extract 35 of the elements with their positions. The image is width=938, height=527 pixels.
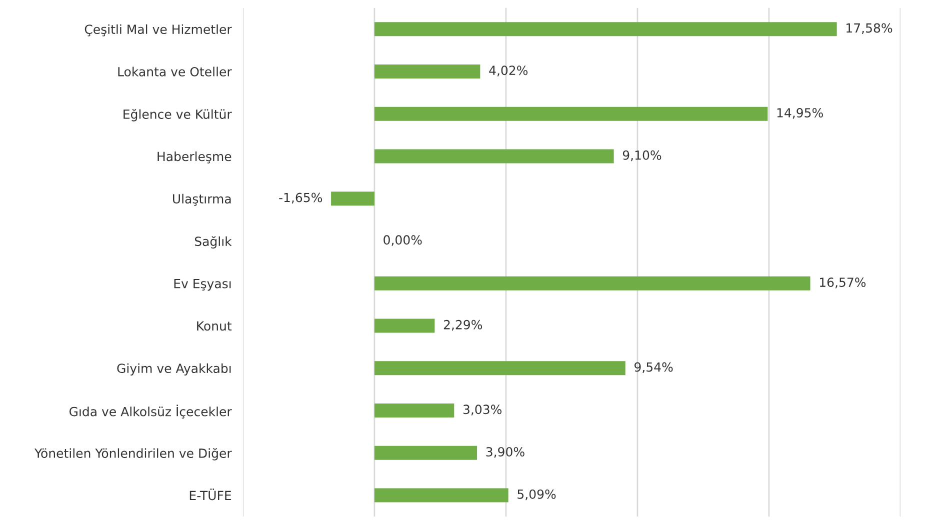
data-label: 4,02% — [489, 66, 528, 76]
data-label: 17,58% — [846, 23, 892, 34]
data-label: 5,09% — [518, 489, 556, 500]
bar — [374, 361, 626, 376]
data-label: 2,29% — [444, 320, 482, 331]
bar — [374, 149, 614, 164]
data-label: 14,95% — [777, 108, 823, 119]
data-label: 0,00% — [384, 235, 422, 246]
y-tick-label: Çeşitli Mal ve Hizmetler — [84, 24, 232, 36]
y-tick-label: E-TÜFE — [190, 488, 232, 500]
bar — [374, 106, 768, 121]
y-tick-label: Lokanta ve Oteller — [118, 66, 232, 76]
y-tick-label: Eğlence ve Kültür — [124, 108, 232, 122]
bar — [374, 318, 435, 333]
data-label: 16,57% — [820, 278, 866, 288]
y-tick-label: Ulaştırma — [172, 194, 231, 206]
bar — [374, 64, 480, 78]
y-tick-label: Gıda ve Alkolsüz İçecekler — [69, 404, 232, 419]
bar — [374, 276, 810, 290]
y-tick-label: Yönetilen Yönlendirilen ve Diğer — [34, 448, 232, 460]
data-label: -1,65% — [279, 192, 322, 204]
bar — [374, 404, 454, 418]
data-label: 9,10% — [622, 150, 662, 162]
y-tick-label: Konut — [197, 321, 232, 331]
data-label: 3,90% — [486, 447, 524, 458]
y-tick-label: Giyim ve Ayakkabı — [117, 363, 231, 376]
bar — [374, 488, 508, 502]
data-label: 9,54% — [634, 362, 673, 374]
y-tick-label: Sağlık — [194, 236, 232, 248]
bar — [374, 22, 837, 36]
y-tick-label: Haberleşme — [158, 151, 232, 164]
bar — [331, 192, 374, 206]
y-tick-label: Ev Eşyası — [174, 279, 231, 291]
data-label: 3,03% — [463, 404, 502, 416]
bar — [374, 446, 478, 460]
